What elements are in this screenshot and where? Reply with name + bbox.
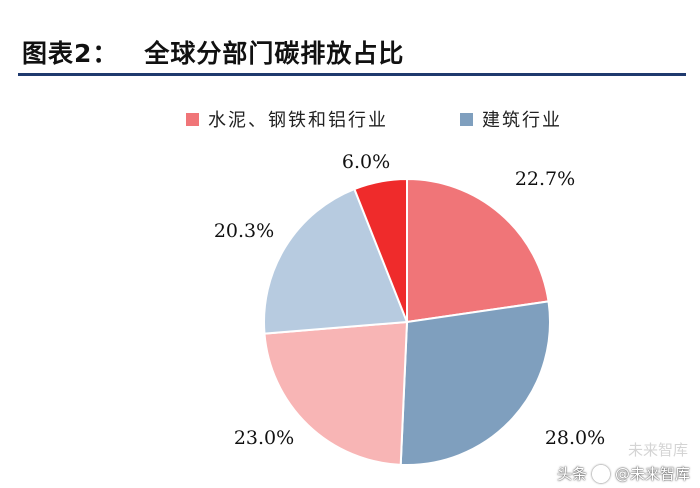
slice-data-label-1: 22.7%	[515, 168, 575, 190]
slice-data-label-4: 20.3%	[214, 220, 274, 242]
pie-slice-2	[399, 300, 551, 466]
legend-label: 建筑行业	[482, 110, 562, 131]
page-title: 全球分部门碳排放占比	[144, 39, 405, 68]
chart-legend: 水泥、钢铁和铝行业 建筑行业	[186, 106, 562, 132]
watermark-account: @未来智库	[614, 465, 690, 483]
watermark: 头条 @未来智库	[557, 463, 690, 484]
pie-slice-1	[406, 177, 550, 324]
pie-slice-4	[263, 187, 409, 335]
legend-item-cement-steel-aluminum: 水泥、钢铁和铝行业	[186, 106, 388, 132]
watermark-logo-icon	[591, 464, 610, 483]
legend-swatch	[460, 112, 473, 126]
watermark-background-text: 未来智库	[627, 441, 688, 459]
watermark-platform: 头条	[556, 465, 587, 483]
legend-swatch	[186, 112, 199, 126]
title-divider	[18, 73, 686, 76]
figure-title: 图表2： 全球分部门碳排放占比	[22, 34, 404, 70]
slice-data-label-3: 23.0%	[234, 427, 294, 449]
figure-number: 图表2：	[22, 39, 119, 68]
slice-data-label-2: 28.0%	[545, 427, 605, 449]
legend-item-construction: 建筑行业	[460, 106, 562, 132]
legend-label: 水泥、钢铁和铝行业	[208, 110, 388, 131]
pie-slice-3	[263, 320, 409, 466]
slice-data-label-5: 6.0%	[342, 151, 390, 173]
pie-slice-5	[353, 177, 408, 323]
